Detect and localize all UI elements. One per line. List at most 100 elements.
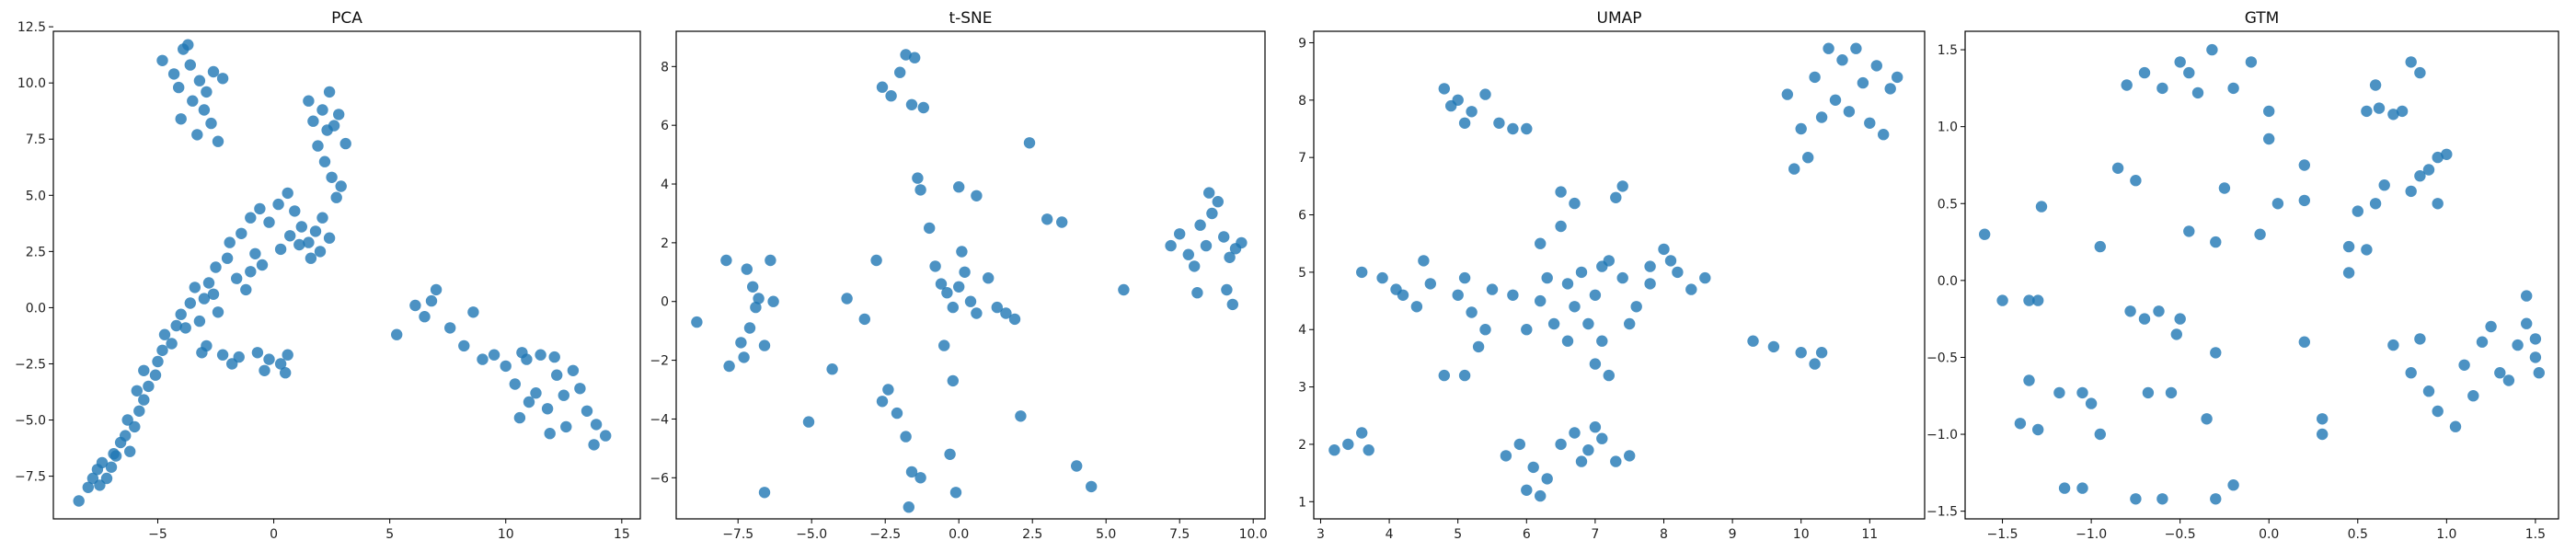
data-point	[2076, 482, 2088, 494]
data-point	[2512, 339, 2524, 351]
data-point	[2170, 328, 2182, 340]
x-axis: −7.5 −5.0 −2.5 0.0 2.5 5.0 7.5 10.0	[722, 519, 1268, 542]
data-points	[73, 39, 612, 507]
data-point	[1699, 271, 1711, 284]
data-point	[108, 448, 120, 460]
data-point	[1479, 88, 1491, 100]
data-point	[339, 137, 351, 150]
data-point	[1212, 196, 1225, 208]
data-point	[758, 339, 771, 351]
data-point	[909, 52, 921, 63]
data-point	[1555, 438, 1567, 451]
data-point	[1527, 461, 1539, 474]
data-point	[841, 293, 853, 305]
data-point	[509, 378, 521, 390]
data-point	[131, 385, 143, 397]
plot-frame	[1964, 30, 2559, 520]
data-point	[2032, 423, 2044, 436]
data-point	[1589, 289, 1602, 301]
data-point	[1466, 106, 1478, 118]
data-point	[263, 216, 275, 228]
data-point	[1979, 228, 1991, 240]
data-point	[198, 293, 211, 305]
plot-frame	[52, 30, 641, 520]
data-point	[1795, 347, 1807, 359]
data-point	[1555, 220, 1567, 233]
data-point	[1610, 191, 1622, 203]
data-point	[2183, 66, 2195, 79]
data-point	[207, 288, 220, 300]
data-point	[1445, 99, 1457, 112]
y-tick-label: 8	[661, 60, 669, 75]
data-point	[419, 311, 431, 323]
data-point	[184, 59, 196, 71]
data-point	[73, 495, 85, 507]
data-point	[129, 420, 141, 433]
data-point	[900, 431, 912, 443]
data-point	[189, 282, 201, 293]
data-point	[175, 113, 187, 125]
data-point	[747, 281, 759, 293]
y-tick-label: 0.0	[1938, 274, 1958, 289]
data-point	[274, 243, 287, 256]
data-point	[2414, 333, 2426, 345]
data-point	[196, 347, 208, 359]
x-tick-label: 0	[270, 527, 278, 542]
y-tick-label: 3	[1298, 381, 1306, 396]
data-point	[245, 212, 257, 224]
data-point	[2085, 397, 2098, 409]
data-point	[124, 445, 136, 457]
x-tick-label: 2.5	[1022, 527, 1042, 542]
data-point	[2124, 305, 2136, 317]
x-tick-label: 9	[1729, 527, 1737, 542]
data-point	[581, 405, 593, 417]
data-point	[551, 369, 563, 381]
data-point	[516, 347, 528, 359]
data-point	[743, 322, 756, 334]
data-point	[765, 254, 776, 267]
data-point	[1857, 76, 1869, 89]
y-tick-label: 1.0	[1938, 121, 1958, 135]
data-point	[2165, 386, 2178, 399]
data-point	[1596, 260, 1608, 272]
x-tick-label: 6	[1523, 527, 1531, 542]
data-point	[205, 117, 217, 130]
data-point	[120, 430, 132, 442]
data-point	[2396, 105, 2409, 118]
data-point	[1569, 427, 1581, 439]
data-point	[949, 487, 962, 499]
data-point	[2373, 102, 2386, 114]
data-point	[1363, 444, 1374, 456]
y-tick-label: 1.5	[1938, 43, 1958, 58]
data-point	[409, 299, 421, 312]
data-point	[523, 396, 535, 408]
data-point	[430, 283, 443, 296]
data-point	[1596, 335, 1608, 347]
data-point	[444, 322, 456, 334]
data-point	[567, 364, 580, 376]
data-point	[964, 295, 977, 307]
data-point	[391, 328, 403, 340]
data-point	[590, 419, 603, 431]
data-point	[1555, 186, 1567, 198]
data-point	[256, 259, 269, 271]
y-tick-label: 5	[1298, 266, 1306, 281]
data-point	[1521, 324, 1533, 336]
x-axis: 3 4 5 6 7 8 9 10 11	[1317, 519, 1878, 542]
data-point	[2529, 333, 2542, 345]
data-point	[156, 54, 168, 66]
chart-tsne: t-SNE −7.5 −5.0 −2.5 0.0 2.5 5.0 7.5 10.0 −6 −4 −2…	[650, 9, 1267, 542]
data-point	[1672, 266, 1684, 279]
data-point	[891, 407, 903, 420]
data-point	[750, 301, 762, 314]
y-tick-label: 6	[661, 119, 669, 133]
data-point	[1569, 197, 1581, 210]
data-point	[1472, 340, 1485, 353]
plot-frame	[1313, 30, 1926, 520]
x-tick-label: 1.5	[2525, 527, 2546, 542]
data-point	[953, 181, 965, 193]
y-axis: −6 −4 −2 0 2 4 6 8	[650, 60, 676, 486]
data-point	[236, 227, 247, 239]
data-point	[1878, 129, 1890, 141]
data-point	[2210, 493, 2222, 505]
